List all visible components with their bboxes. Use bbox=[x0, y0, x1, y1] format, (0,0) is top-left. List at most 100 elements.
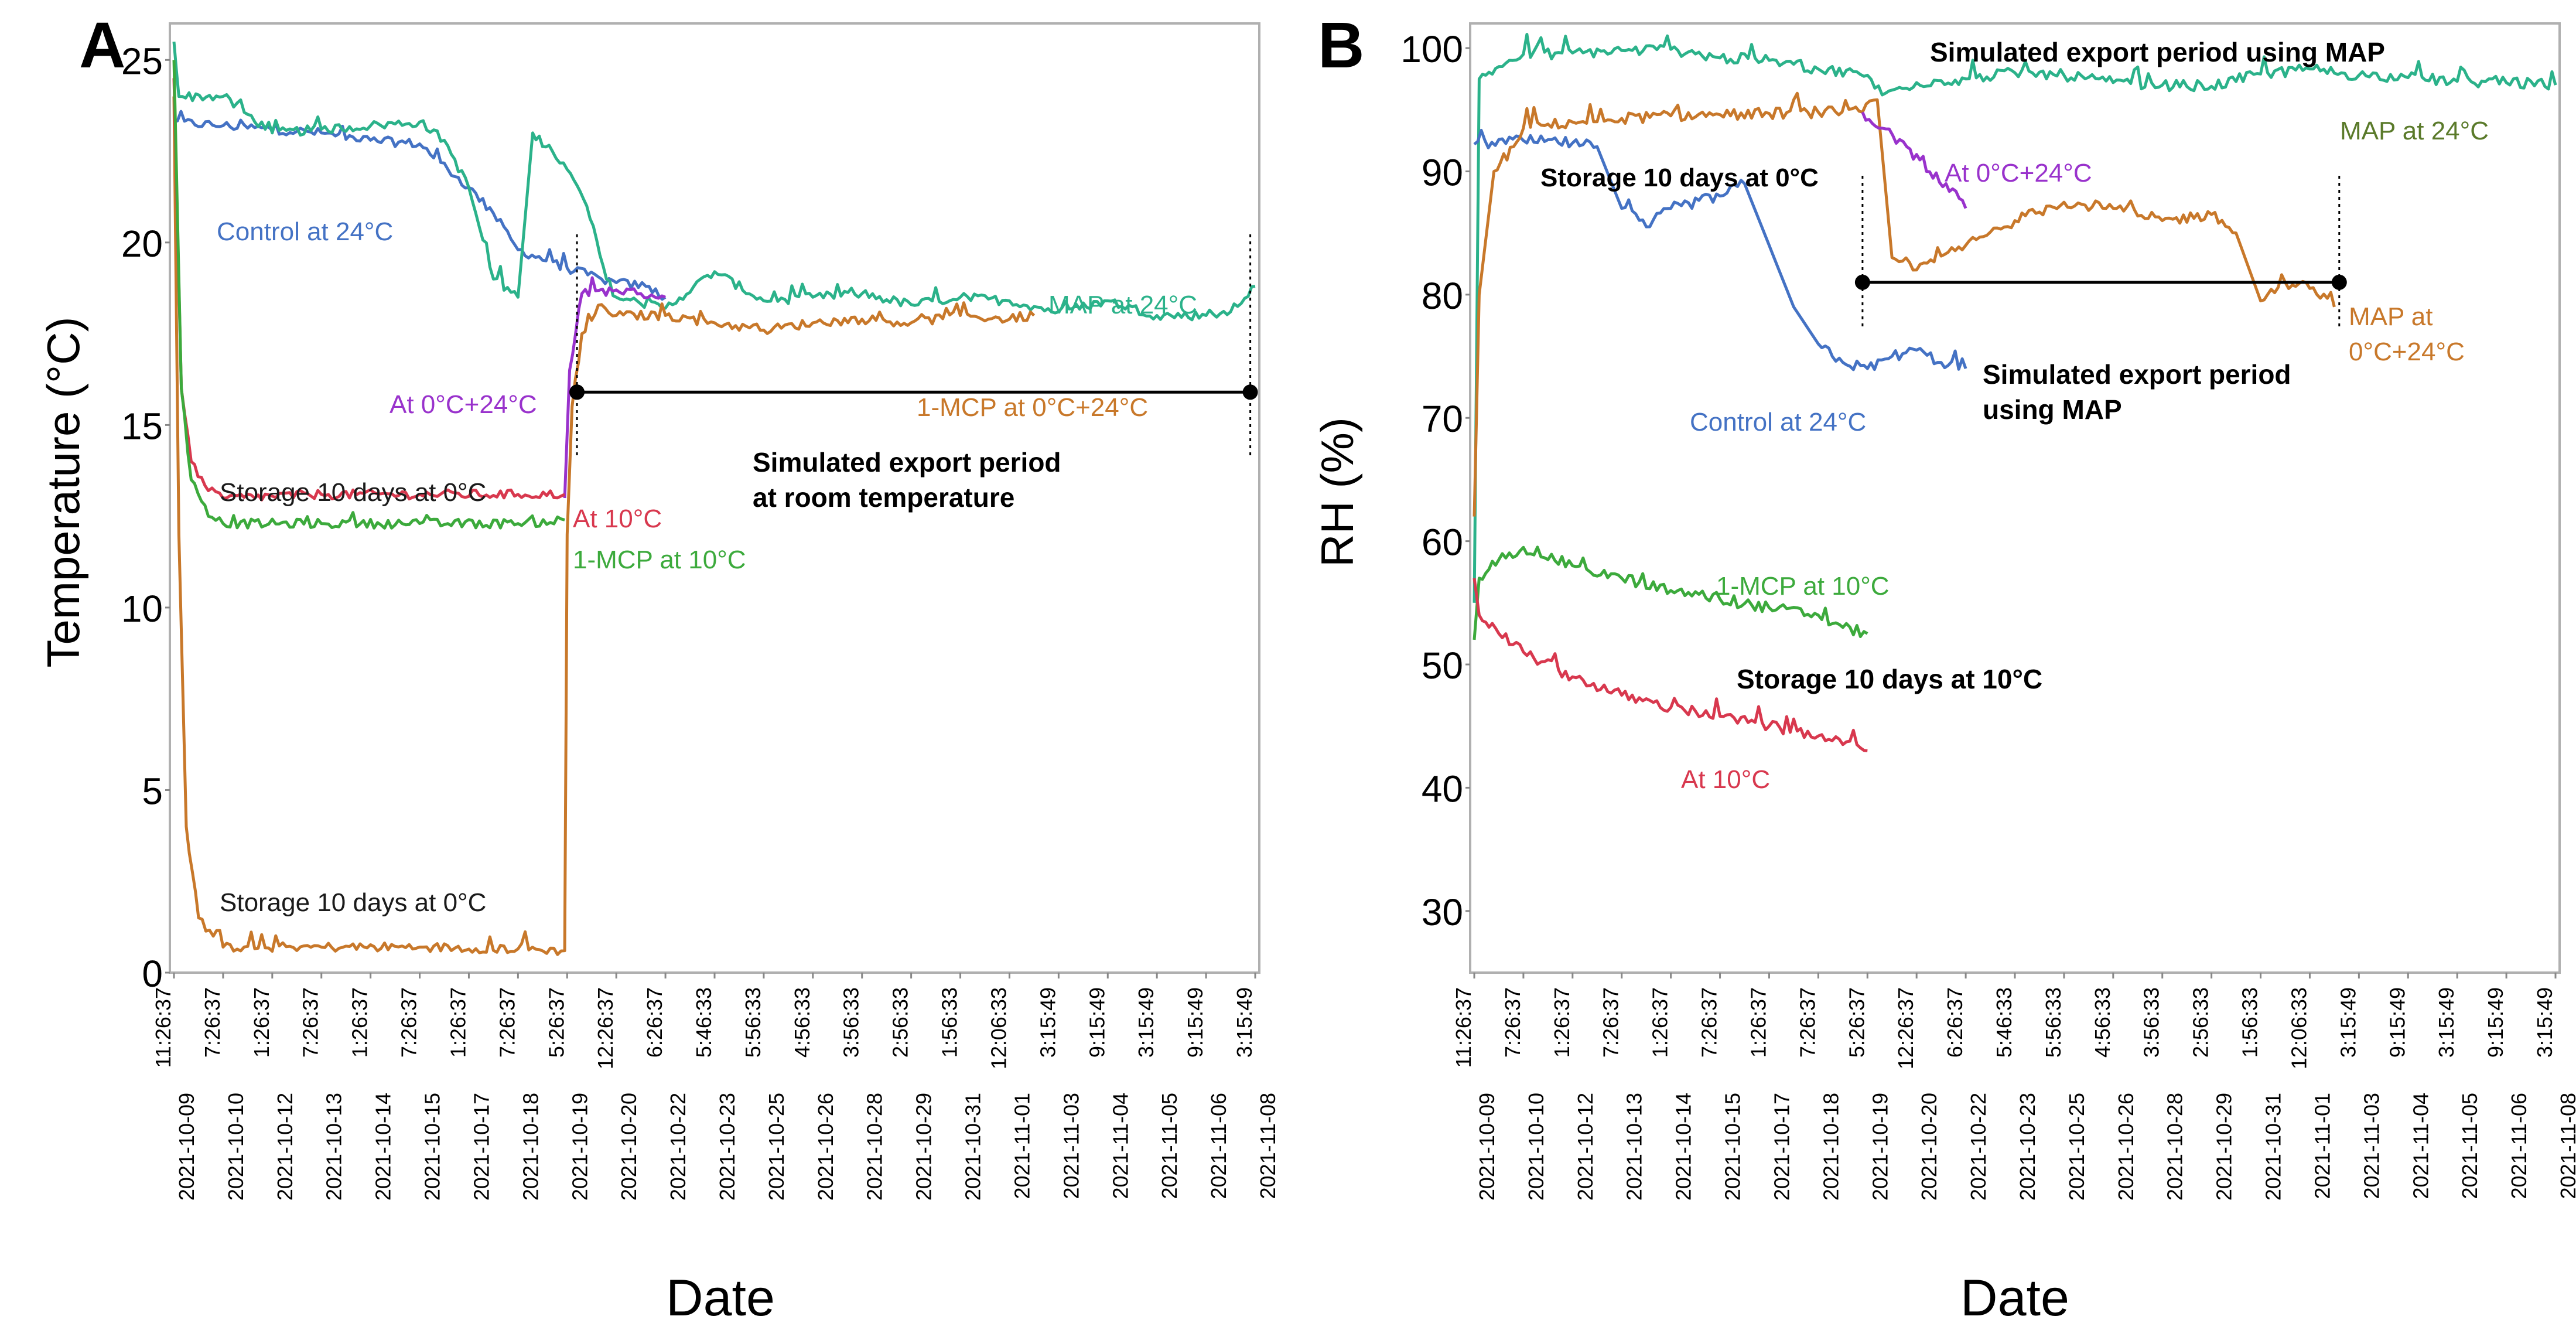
panel-a: A Temperature (°C) Date 0 5 10 15 20 25 11:26… bbox=[37, 9, 1280, 1323]
x-tick-label-time: 1:26:37 bbox=[250, 987, 274, 1058]
x-tick-label-time: 1:56:33 bbox=[2238, 987, 2262, 1058]
x-tick-label-time: 12:06:33 bbox=[986, 987, 1010, 1069]
panel-b-export-mid-line2: using MAP bbox=[1983, 394, 2122, 425]
x-tick-label-date: 2021-11-03 bbox=[1059, 1093, 1083, 1199]
x-tick-label-time: 11:26:37 bbox=[151, 987, 175, 1068]
x-tick-label-time: 3:56:33 bbox=[839, 987, 863, 1058]
x-tick-label-time: 7:26:37 bbox=[299, 987, 323, 1058]
panel-a-x-ticks: 11:26:37 2021-10-09 7:26:37 2021-10-10 1:26:… bbox=[151, 973, 1280, 1201]
panel-a-y-ticks: 0 5 10 15 20 25 bbox=[121, 40, 170, 995]
panel-b-letter: B bbox=[1318, 9, 1364, 81]
y-tick-label: 90 bbox=[1422, 151, 1463, 193]
panel-a-label-control: Control at 24°C bbox=[217, 217, 393, 246]
x-tick-label-date: 2021-10-17 bbox=[1769, 1093, 1793, 1201]
x-tick-label-time: 1:26:37 bbox=[446, 987, 470, 1058]
series-line bbox=[1473, 128, 1967, 371]
x-tick-label-date: 2021-10-25 bbox=[764, 1093, 788, 1201]
export-end-dot bbox=[1242, 384, 1258, 400]
x-tick-label-date: 2021-10-12 bbox=[273, 1093, 297, 1201]
x-tick-label-time: 7:26:37 bbox=[1697, 987, 1721, 1058]
series-line bbox=[1473, 578, 1868, 752]
x-tick-label-date: 2021-11-05 bbox=[1157, 1093, 1181, 1199]
x-tick-label-date: 2021-10-23 bbox=[715, 1093, 739, 1201]
panel-b-x-ticks: 11:26:37 2021-10-09 7:26:37 2021-10-10 1:26:… bbox=[1451, 973, 2576, 1201]
x-tick-label-time: 4:56:33 bbox=[2090, 987, 2114, 1058]
y-tick-label: 60 bbox=[1422, 521, 1463, 564]
x-tick-label-date: 2021-10-29 bbox=[912, 1093, 936, 1201]
x-tick-label-time: 7:26:37 bbox=[1795, 987, 1819, 1058]
x-tick-label-time: 2:56:33 bbox=[889, 987, 913, 1058]
panel-b-label-control: Control at 24°C bbox=[1690, 408, 1866, 437]
x-tick-label-time: 1:56:33 bbox=[938, 987, 962, 1058]
panel-a-label-at-0c-24c: At 0°C+24°C bbox=[390, 390, 537, 419]
x-tick-label-date: 2021-11-06 bbox=[2507, 1093, 2531, 1199]
panel-b-x-axis-title: Date bbox=[1960, 1269, 2069, 1323]
x-tick-label-date: 2021-11-03 bbox=[2359, 1093, 2383, 1199]
x-tick-label-time: 5:26:37 bbox=[1844, 987, 1868, 1058]
x-tick-label-date: 2021-10-23 bbox=[2015, 1093, 2039, 1201]
x-tick-label-date: 2021-10-22 bbox=[1966, 1093, 1990, 1201]
x-tick-label-date: 2021-10-12 bbox=[1573, 1093, 1597, 1201]
series-line bbox=[1861, 111, 1967, 209]
series-line bbox=[172, 96, 1036, 956]
x-tick-label-time: 9:15:49 bbox=[2385, 987, 2409, 1058]
series-line bbox=[1473, 545, 1868, 640]
x-tick-label-time: 3:15:49 bbox=[2336, 987, 2360, 1058]
x-tick-label-time: 4:56:33 bbox=[790, 987, 814, 1058]
panel-b-label-at-10c: At 10°C bbox=[1681, 765, 1770, 794]
x-tick-label-date: 2021-10-18 bbox=[1819, 1093, 1843, 1201]
x-tick-label-date: 2021-10-22 bbox=[666, 1093, 690, 1201]
panel-b-label-1mcp-10c: 1-MCP at 10°C bbox=[1716, 572, 1890, 601]
panel-b-label-map-0c-24c-line2: 0°C+24°C bbox=[2349, 337, 2465, 366]
x-tick-label-time: 5:56:33 bbox=[741, 987, 765, 1058]
series-line bbox=[172, 60, 565, 530]
panel-b-label-at-0c-24c: At 0°C+24°C bbox=[1945, 159, 2092, 187]
x-tick-label-time: 6:26:37 bbox=[643, 987, 667, 1058]
panel-a-label-1mcp-0c-24c: 1-MCP at 0°C+24°C bbox=[917, 393, 1148, 422]
x-tick-label-date: 2021-10-13 bbox=[322, 1093, 346, 1201]
x-tick-label-time: 1:26:37 bbox=[348, 987, 372, 1058]
x-tick-label-time: 5:46:33 bbox=[1992, 987, 2016, 1058]
panel-a-label-1mcp-10c: 1-MCP at 10°C bbox=[573, 545, 746, 574]
x-tick-label-date: 2021-10-15 bbox=[421, 1093, 445, 1201]
panel-a-series bbox=[172, 41, 1256, 956]
x-tick-label-time: 9:15:49 bbox=[2483, 987, 2507, 1058]
x-tick-label-date: 2021-10-28 bbox=[2163, 1093, 2187, 1201]
x-tick-label-date: 2021-11-08 bbox=[1256, 1093, 1280, 1199]
y-tick-label: 80 bbox=[1422, 275, 1463, 317]
x-tick-label-date: 2021-10-20 bbox=[1917, 1093, 1941, 1201]
x-tick-label-date: 2021-10-17 bbox=[469, 1093, 493, 1201]
x-tick-label-time: 12:26:37 bbox=[1894, 987, 1918, 1069]
x-tick-label-date: 2021-11-06 bbox=[1207, 1093, 1231, 1199]
x-tick-label-time: 1:26:37 bbox=[1746, 987, 1770, 1058]
x-tick-label-date: 2021-10-14 bbox=[371, 1093, 395, 1201]
panel-a-label-storage-lower: Storage 10 days at 0°C bbox=[220, 888, 486, 917]
x-tick-label-time: 7:26:37 bbox=[495, 987, 519, 1058]
x-tick-label-time: 9:15:49 bbox=[1085, 987, 1109, 1058]
panel-a-y-axis-title: Temperature (°C) bbox=[37, 316, 89, 667]
y-tick-label: 100 bbox=[1400, 28, 1463, 70]
series-line bbox=[1473, 91, 2336, 517]
x-tick-label-date: 2021-10-09 bbox=[1475, 1093, 1499, 1201]
y-tick-label: 15 bbox=[121, 405, 163, 447]
x-tick-label-time: 3:15:49 bbox=[1036, 987, 1060, 1058]
x-tick-label-time: 9:15:49 bbox=[1183, 987, 1207, 1058]
x-tick-label-time: 7:26:37 bbox=[1501, 987, 1525, 1058]
panel-b-export-mid-line1: Simulated export period bbox=[1983, 359, 2291, 390]
panel-a-export-text-line2: at room temperature bbox=[753, 482, 1014, 513]
x-tick-label-time: 12:26:37 bbox=[593, 987, 617, 1069]
x-tick-label-date: 2021-10-09 bbox=[175, 1093, 199, 1201]
x-tick-label-time: 3:15:49 bbox=[2533, 987, 2557, 1058]
panel-a-export-period bbox=[569, 234, 1258, 457]
panel-a-x-axis-title: Date bbox=[666, 1269, 775, 1323]
panel-b-label-map-0c-24c-line1: MAP at bbox=[2349, 302, 2432, 331]
panel-a-letter: A bbox=[79, 9, 125, 81]
x-tick-label-date: 2021-10-26 bbox=[814, 1093, 838, 1201]
panel-b-label-map: MAP at 24°C bbox=[2340, 117, 2489, 145]
panel-b-export-top-label: Simulated export period using MAP bbox=[1930, 37, 2385, 67]
x-tick-label-date: 2021-11-04 bbox=[2408, 1093, 2432, 1199]
x-tick-label-date: 2021-10-19 bbox=[1868, 1093, 1892, 1201]
series-line bbox=[173, 110, 667, 301]
